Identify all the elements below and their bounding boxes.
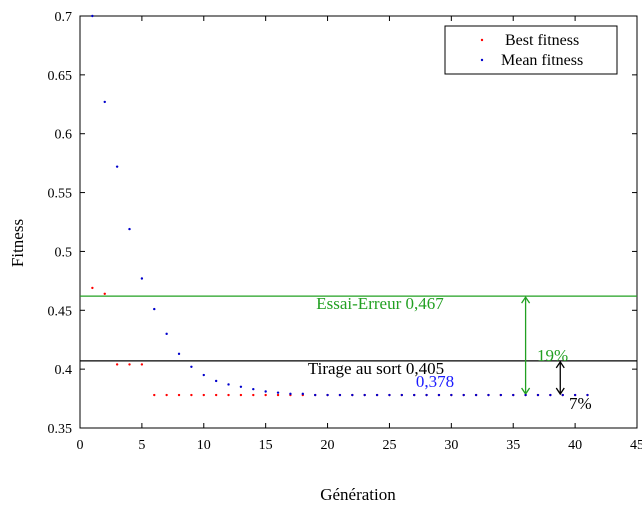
legend: Best fitness Mean fitness (444, 25, 618, 75)
legend-marker-mean-fitness (480, 58, 484, 62)
y-tick-label: 0.5 (55, 245, 73, 260)
x-tick-label: 35 (506, 438, 520, 453)
mean-fitness-point (252, 387, 255, 391)
mean-fitness-point (536, 393, 540, 397)
reference-label-essai-erreur: Essai-Erreur 0,467 (316, 294, 444, 313)
legend-box (444, 25, 618, 75)
mean-fitness-point (450, 393, 453, 397)
mean-fitness-point (437, 393, 441, 397)
best-fitness-point (214, 393, 218, 397)
difference-arrow-head-bottom (555, 387, 565, 396)
mean-fitness-point (561, 393, 564, 397)
difference-arrows (521, 295, 565, 396)
x-axis: 0 5 10 15 20 25 30 35 40 45 (77, 16, 642, 453)
best-fitness-point (252, 393, 255, 397)
y-tick-label: 0.7 (55, 10, 73, 25)
best-fitness-point (91, 286, 94, 290)
mean-fitness-point (190, 365, 193, 368)
legend-label-best-fitness: Best fitness (505, 32, 579, 49)
x-tick-label: 20 (321, 438, 335, 453)
best-fitness-point (153, 393, 156, 397)
mean-fitness-point (400, 393, 404, 397)
x-tick-label: 5 (138, 438, 145, 453)
gap-label-19-percent: 19% (537, 346, 568, 365)
best-fitness-point (128, 363, 131, 366)
mean-fitness-point (214, 379, 218, 383)
best-fitness-point (165, 393, 168, 397)
y-tick-label: 0.45 (48, 304, 73, 319)
legend-label-mean-fitness: Mean fitness (501, 52, 583, 69)
mean-fitness-point (363, 393, 366, 397)
mean-fitness-point (165, 332, 168, 336)
x-tick-label: 25 (382, 438, 396, 453)
mean-fitness-point (512, 393, 515, 397)
mean-fitness-point (388, 393, 391, 397)
y-tick-label: 0.35 (48, 422, 73, 437)
y-tick-label: 0.4 (55, 363, 73, 378)
mean-fitness-point (573, 393, 577, 397)
x-tick-label: 10 (197, 438, 211, 453)
mean-fitness-point (91, 14, 94, 18)
x-tick-label: 45 (630, 438, 642, 453)
mean-fitness-point (338, 393, 342, 397)
mean-fitness-point (103, 100, 106, 104)
mean-fitness-point (326, 393, 329, 397)
best-fitness-point (202, 393, 205, 397)
best-value-label: 0,378 (416, 372, 454, 391)
reference-label-tirage-au-sort: Tirage au sort 0,405 (308, 359, 444, 378)
mean-fitness-point (153, 307, 156, 311)
x-tick-label: 40 (568, 438, 582, 453)
mean-fitness-point (227, 383, 230, 386)
best-fitness-point (115, 363, 119, 366)
mean-fitness-point (487, 393, 490, 397)
y-tick-label: 0.55 (48, 187, 73, 202)
best-fitness-point (276, 393, 280, 397)
best-fitness-point (140, 363, 144, 366)
best-fitness-point (239, 393, 243, 397)
mean-fitness-point (140, 277, 144, 280)
mean-fitness-point (115, 165, 119, 168)
mean-fitness-point (549, 393, 552, 397)
mean-fitness-point (462, 393, 465, 397)
best-fitness-point (227, 393, 230, 397)
mean-fitness-point (413, 393, 416, 397)
mean-fitness-point (276, 391, 280, 394)
plot-area-frame (79, 15, 638, 429)
difference-arrow-head-top (521, 295, 531, 304)
y-tick-label: 0.65 (48, 69, 73, 84)
best-fitness-point (103, 292, 106, 296)
x-tick-label: 30 (444, 438, 458, 453)
mean-fitness-point (289, 392, 292, 396)
mean-fitness-point (202, 373, 205, 377)
x-axis-label: Génération (320, 485, 396, 504)
data-points (91, 14, 589, 397)
mean-fitness-point (425, 393, 428, 397)
mean-fitness-point (313, 393, 317, 397)
y-axis: 0.35 0.4 0.45 0.5 0.55 0.6 0.65 0.7 (48, 10, 637, 437)
best-fitness-point (190, 393, 193, 397)
mean-fitness-point (239, 385, 243, 388)
mean-fitness-point (128, 227, 131, 231)
mean-fitness-point (524, 393, 527, 397)
mean-fitness-point (499, 393, 503, 397)
x-tick-label: 0 (77, 438, 84, 453)
y-axis-label: Fitness (8, 219, 27, 267)
reference-lines (80, 295, 637, 362)
mean-fitness-point (264, 390, 267, 393)
mean-fitness-point (351, 393, 354, 397)
mean-fitness-point (375, 393, 379, 397)
mean-fitness-point (474, 393, 478, 397)
y-tick-label: 0.6 (55, 128, 73, 143)
gap-label-7-percent: 7% (569, 394, 592, 413)
mean-fitness-point (301, 392, 304, 396)
best-fitness-point (177, 393, 181, 397)
best-fitness-point (264, 393, 267, 397)
mean-fitness-point (586, 393, 589, 397)
legend-marker-best-fitness (480, 38, 484, 42)
difference-arrow-head-top (555, 360, 565, 369)
mean-fitness-point (177, 352, 181, 356)
x-tick-label: 15 (259, 438, 273, 453)
